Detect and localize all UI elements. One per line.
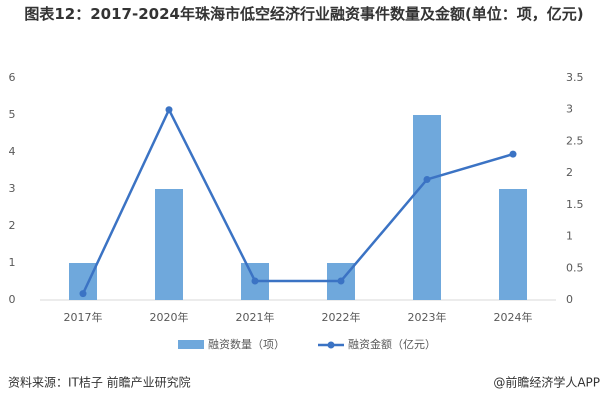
point xyxy=(423,175,431,183)
y2-tick-label: 3.5 xyxy=(566,71,584,84)
chart-title: 图表12：2017-2024年珠海市低空经济行业融资事件数量及金额(单位：项，亿… xyxy=(24,5,584,23)
source-note: 资料来源：IT桔子 前瞻产业研究院 xyxy=(8,375,191,390)
y-tick-label: 3 xyxy=(9,182,16,195)
point xyxy=(79,290,87,298)
y2-tick-label: 0 xyxy=(566,293,573,306)
point xyxy=(251,277,259,285)
x-tick-label: 2020年 xyxy=(150,310,189,324)
y-tick-label: 4 xyxy=(9,145,16,158)
y2-tick-label: 2 xyxy=(566,166,573,179)
bar xyxy=(155,189,183,300)
y2-tick-label: 0.5 xyxy=(566,261,584,274)
point xyxy=(165,106,173,114)
x-tick-label: 2022年 xyxy=(322,310,361,324)
y2-tick-label: 1 xyxy=(566,230,573,243)
bar xyxy=(499,189,527,300)
x-tick-label: 2017年 xyxy=(64,310,103,324)
legend-swatch xyxy=(327,341,335,349)
bar xyxy=(413,115,441,300)
line xyxy=(81,106,514,295)
y2-tick-label: 2.5 xyxy=(566,134,584,147)
y-tick-label: 1 xyxy=(9,256,16,269)
y-tick-label: 5 xyxy=(9,108,16,121)
credit: @前瞻经济学人APP xyxy=(493,375,600,390)
y2-tick-label: 3 xyxy=(566,103,573,116)
x-tick-label: 2024年 xyxy=(494,310,533,324)
legend-label: 融资数量（项） xyxy=(208,338,285,351)
point xyxy=(337,277,345,285)
legend-label: 融资金额（亿元） xyxy=(348,337,436,351)
y2-tick-label: 1.5 xyxy=(566,198,584,211)
y-tick-label: 0 xyxy=(9,293,16,306)
x-tick-label: 2023年 xyxy=(408,310,447,324)
x-tick-label: 2021年 xyxy=(236,310,275,324)
y-tick-label: 6 xyxy=(9,71,16,84)
point xyxy=(509,150,517,158)
y-tick-label: 2 xyxy=(9,219,16,232)
legend-swatch xyxy=(178,340,204,349)
